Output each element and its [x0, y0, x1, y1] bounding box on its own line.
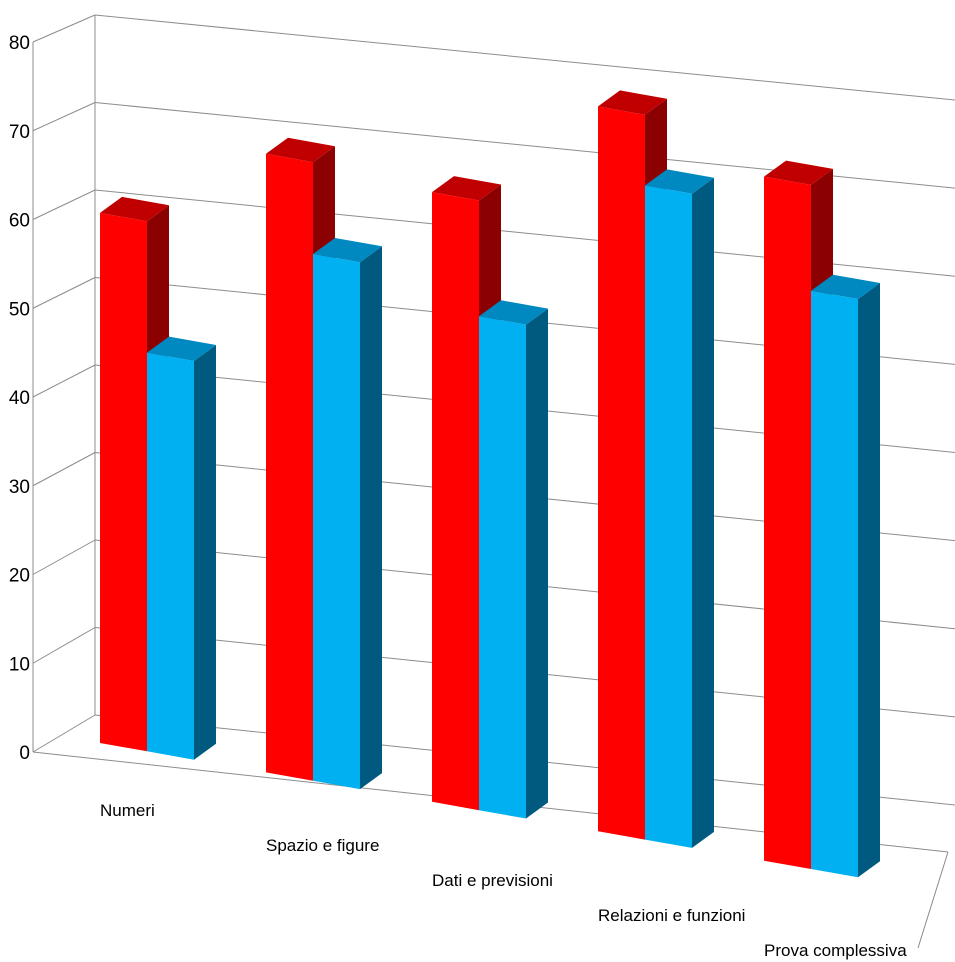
bar-side: [858, 283, 880, 878]
x-category-label: Relazioni e funzioni: [598, 906, 745, 925]
bar-top: [479, 300, 548, 325]
gridline-side: [32, 277, 96, 309]
y-tick-label: 70: [9, 122, 30, 143]
bar-face: [764, 176, 811, 870]
x-category-label: Numeri: [100, 801, 155, 820]
bar-face: [598, 106, 645, 840]
bar-face: [266, 153, 313, 781]
y-axis-ticks: 0 10 20 30 40 50 60 70 80: [9, 33, 30, 764]
bar-top: [764, 160, 833, 185]
bar-top: [432, 176, 501, 201]
gridline-side: [32, 14, 96, 43]
bars: [100, 90, 880, 878]
bar-top: [598, 90, 667, 115]
bar-face: [645, 185, 692, 848]
bar-face: [432, 192, 479, 811]
gridline-side: [32, 452, 96, 487]
bar-face: [313, 254, 360, 790]
y-tick-label: 80: [9, 33, 30, 54]
bar-side: [194, 345, 216, 760]
y-tick-label: 10: [9, 654, 30, 675]
bar-top: [100, 196, 169, 222]
gridline-side: [32, 539, 96, 575]
bar-side: [360, 246, 382, 790]
gridline-back: [94, 14, 955, 101]
bar-top: [811, 274, 880, 299]
bar-top: [266, 137, 335, 163]
y-tick-label: 30: [9, 477, 30, 498]
bar: [645, 169, 714, 848]
x-axis-labels: Numeri Spazio e figure Dati e previsioni Re…: [100, 801, 907, 960]
bar: [313, 238, 382, 790]
x-category-label: Spazio e figure: [266, 836, 379, 855]
bar: [811, 274, 880, 878]
y-tick-label: 0: [19, 743, 30, 764]
y-tick-label: 20: [9, 566, 30, 587]
y-tick-label: 50: [9, 299, 30, 320]
gridline-side: [32, 189, 96, 220]
floor-right-edge: [917, 851, 949, 949]
bar-face: [147, 352, 194, 760]
bar: [147, 336, 216, 760]
gridline-side: [32, 714, 96, 753]
gridline-side: [32, 102, 96, 132]
bar-top: [313, 238, 382, 263]
bar-side: [692, 177, 714, 848]
gridline-side: [32, 364, 96, 398]
bar-side: [526, 308, 548, 819]
bar-face: [100, 212, 147, 752]
bar-top: [645, 169, 714, 194]
bar-face: [811, 290, 858, 878]
y-tick-label: 40: [9, 388, 30, 409]
y-tick-label: 60: [9, 211, 30, 232]
x-category-label: Prova complessiva: [764, 941, 907, 960]
x-category-label: Dati e previsioni: [432, 871, 553, 890]
bar: [479, 300, 548, 819]
gridline-side: [32, 627, 96, 664]
bar-top: [147, 336, 216, 361]
bar-face: [479, 316, 526, 819]
